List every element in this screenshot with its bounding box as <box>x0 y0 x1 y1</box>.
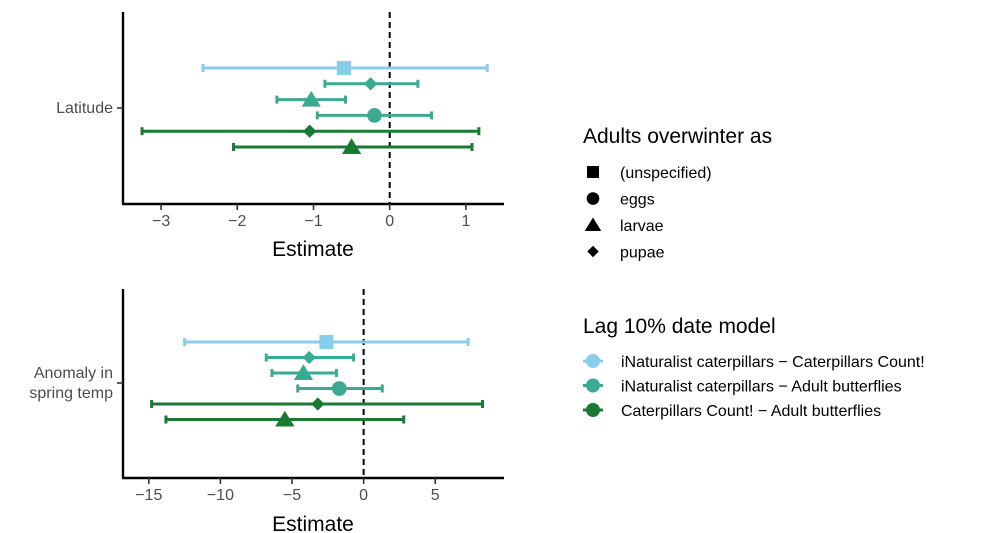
legend-label: iNaturalist caterpillars − Adult butterf… <box>621 379 902 396</box>
estimate-point <box>164 410 406 427</box>
legend-title: Lag 10% date model <box>583 315 776 338</box>
x-axis-title: Estimate <box>272 238 354 261</box>
estimate-marker <box>311 397 325 411</box>
legend-label: Caterpillars Count! − Adult butterflies <box>621 403 881 420</box>
x-tick-label: −10 <box>207 487 234 504</box>
legend-overwinter-shape: Adults overwinter as (unspecified) eggs la… <box>583 125 772 262</box>
estimate-point <box>201 61 489 75</box>
x-axis-title: Estimate <box>272 513 354 533</box>
legend-key-diamond <box>587 245 599 258</box>
estimate-point <box>150 397 485 411</box>
estimate-point <box>270 364 338 380</box>
legend-label: (unspecified) <box>620 165 712 182</box>
estimate-point <box>231 138 474 154</box>
x-tick-label: −2 <box>228 213 246 230</box>
estimate-marker <box>341 138 362 154</box>
estimate-marker <box>367 108 382 123</box>
estimate-marker <box>275 410 295 427</box>
x-tick-label: 1 <box>461 213 470 230</box>
legend-key-triangle <box>584 217 602 231</box>
x-tick-label: 0 <box>385 213 394 230</box>
x-tick-label: 0 <box>359 487 368 504</box>
legend-label: larvae <box>620 218 664 235</box>
x-tick-label: −3 <box>152 213 170 230</box>
estimate-point <box>275 90 348 107</box>
legend-title: Adults overwinter as <box>583 125 772 148</box>
legend-label: eggs <box>620 192 655 209</box>
legend-label: pupae <box>620 245 665 262</box>
estimate-marker <box>331 381 347 396</box>
latitude-panel: Latitude Estimate −3 −2 −1 0 1 <box>56 12 504 261</box>
legend-key-dot <box>586 403 600 417</box>
estimate-marker <box>303 124 317 138</box>
estimate-marker <box>302 350 316 365</box>
estimate-point <box>315 108 434 123</box>
spring-temp-anomaly-panel: Anomaly in spring temp Estimate −15 −10 −5… <box>29 289 504 533</box>
estimate-point <box>264 350 356 365</box>
estimate-point <box>296 381 384 396</box>
estimate-point <box>183 335 470 349</box>
y-category-label-line-2: spring temp <box>29 385 113 402</box>
y-category-label-line-1: Anomaly in <box>34 365 113 382</box>
legend-key-circle <box>586 192 600 205</box>
legend-key-square <box>587 166 599 178</box>
x-tick-label: −1 <box>304 213 322 230</box>
estimate-point <box>140 124 481 138</box>
x-tick-label: 5 <box>431 487 440 504</box>
legend-label: iNaturalist caterpillars − Caterpillars … <box>621 354 925 371</box>
estimate-marker <box>319 335 334 349</box>
legend-model-color: Lag 10% date model iNaturalist caterpill… <box>583 315 925 420</box>
x-tick-label: −15 <box>135 487 162 504</box>
estimate-point <box>323 77 420 91</box>
legend-key-dot <box>586 378 600 393</box>
estimate-marker <box>364 77 378 91</box>
x-tick-label: −5 <box>283 487 301 504</box>
legend-key-dot <box>586 354 600 368</box>
estimate-marker <box>293 364 314 380</box>
estimate-marker <box>301 90 321 107</box>
estimate-marker <box>336 61 351 75</box>
y-category-label: Latitude <box>56 100 113 117</box>
